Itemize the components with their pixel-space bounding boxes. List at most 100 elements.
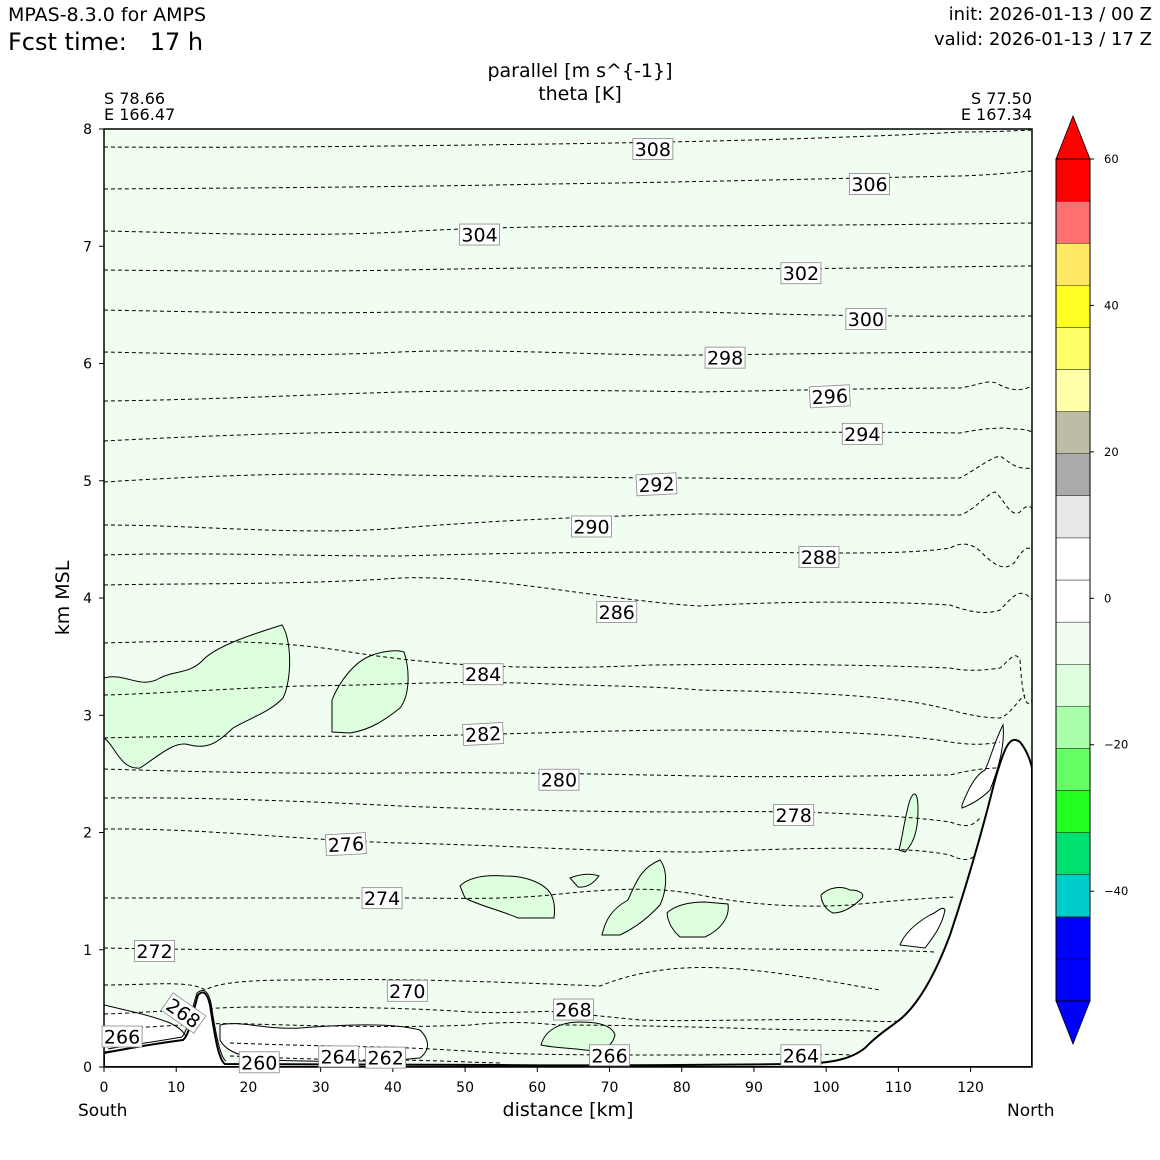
y-tick-label: 6 <box>83 357 92 373</box>
contour-label-290: 290 <box>571 515 612 538</box>
theta-contour-304 <box>104 222 1032 235</box>
contour-label-box <box>361 887 403 910</box>
theta-contour-290 <box>104 491 1032 532</box>
colorbar-segment <box>1055 621 1091 665</box>
shaded-region-g <box>820 887 864 914</box>
plot-background <box>104 129 1032 1067</box>
colorbar-segment <box>1055 706 1091 749</box>
contour-label-box <box>101 1025 143 1048</box>
y-axis-label: km MSL <box>52 560 74 636</box>
contour-label-266: 266 <box>101 1025 143 1049</box>
contour-label-302: 302 <box>780 262 822 285</box>
contour-label-text: 274 <box>364 888 400 910</box>
contour-label-306: 306 <box>849 173 890 196</box>
contour-label-text: 284 <box>465 664 501 686</box>
colorbar-segment <box>1055 200 1091 244</box>
shaded-region-c <box>459 875 555 919</box>
theta-contours <box>104 129 1032 1064</box>
contour-label-text: 294 <box>844 424 880 446</box>
y-tick-label: 3 <box>83 708 92 724</box>
colorbar-segment <box>1055 832 1091 875</box>
contour-label-box <box>160 992 207 1034</box>
shaded-region-e <box>601 859 667 936</box>
theta-contour-292 <box>104 455 1032 483</box>
y-tick-label: 7 <box>83 239 92 255</box>
theta-contour-286 <box>104 577 1032 613</box>
contour-label-260: 260 <box>238 1051 280 1074</box>
contour-label-text: 306 <box>851 174 887 196</box>
contour-label-text: 296 <box>811 385 848 409</box>
y-tick-label: 8 <box>83 122 92 138</box>
colorbar-segment <box>1055 158 1091 202</box>
theta-contour-284 <box>104 640 1032 704</box>
contour-label-box <box>589 1044 630 1067</box>
contour-label-text: 270 <box>389 981 425 1003</box>
x-tick-label: 20 <box>240 1080 258 1096</box>
contour-label-296: 296 <box>808 384 851 409</box>
y-tick-label: 4 <box>83 591 92 607</box>
x-tick-label: 120 <box>957 1080 984 1096</box>
contour-label-box <box>459 223 500 246</box>
contour-label-box <box>845 308 887 330</box>
theta-contour-276 <box>104 797 981 827</box>
contour-label-box <box>324 832 367 857</box>
contour-label-text: 262 <box>368 1048 404 1070</box>
colorbar-tick-label: 0 <box>1104 591 1111 605</box>
colorbar: 60 40 20 0 −20 −40 <box>1055 114 1128 1046</box>
y-tick-label: 0 <box>83 1060 92 1076</box>
colorbar-segment <box>1055 664 1091 707</box>
theta-contour-264 <box>229 1042 851 1056</box>
terrain-outline-inner <box>107 990 227 1062</box>
shaded-region-a <box>104 624 291 769</box>
x-tick-label: 10 <box>167 1080 185 1096</box>
contour-label-266: 266 <box>589 1044 630 1067</box>
right-end-lat: S 77.50 <box>970 89 1032 108</box>
x-tick-label: 40 <box>384 1080 402 1096</box>
right-end-direction: North <box>1007 1101 1055 1121</box>
colorbar-tick-label: 20 <box>1104 445 1119 459</box>
contour-label-box <box>780 1044 822 1067</box>
contour-label-text: 290 <box>573 516 609 538</box>
colorbar-segment <box>1055 327 1091 370</box>
contour-label-272: 272 <box>134 940 175 963</box>
x-tick-label: 100 <box>813 1080 840 1096</box>
y-tick-label: 1 <box>83 943 92 959</box>
theta-contour-280 <box>104 729 1001 745</box>
contour-label-264: 264 <box>318 1045 360 1068</box>
colorbar-segment <box>1055 495 1091 539</box>
colorbar-tick-label: 60 <box>1104 152 1119 166</box>
shaded-region-d <box>569 873 600 888</box>
contour-label-box <box>841 422 883 445</box>
theta-contour-300 <box>104 309 1032 317</box>
contour-label-298: 298 <box>704 346 746 370</box>
contour-label-300: 300 <box>845 308 887 331</box>
contour-label-text: 288 <box>801 547 837 569</box>
contour-label-284: 284 <box>462 663 504 686</box>
contour-label-304: 304 <box>459 223 500 247</box>
contour-label-box <box>798 546 840 568</box>
axis-ticks: 0 10 20 30 40 50 60 70 80 90 100 110 120 0 1 2 3 4 5 6 7 8 <box>83 122 984 1096</box>
contour-label-text: 266 <box>591 1045 627 1067</box>
contour-label-box <box>462 663 504 686</box>
contour-label-text: 304 <box>461 225 497 247</box>
shaded-region-h <box>898 793 919 853</box>
unshaded-region-hill-low <box>899 907 946 949</box>
colorbar-tick-label: −20 <box>1104 738 1128 752</box>
contour-label-text: 272 <box>136 941 172 963</box>
x-tick-label: 50 <box>456 1080 474 1096</box>
contour-label-288: 288 <box>798 546 840 569</box>
chart-title-line-2: theta [K] <box>538 83 622 105</box>
theta-contour-302 <box>104 265 1032 272</box>
contour-label-text: 302 <box>783 263 819 285</box>
x-tick-label: 60 <box>528 1080 546 1096</box>
init-time: init: 2026-01-13 / 00 Z <box>948 4 1152 25</box>
theta-contour-282 <box>104 681 1026 719</box>
left-end-direction: South <box>78 1101 128 1121</box>
colorbar-segment <box>1055 579 1091 623</box>
contour-label-268: 268 <box>160 992 207 1034</box>
contour-label-box <box>808 384 851 409</box>
contour-label-text: 286 <box>599 602 635 624</box>
contour-label-278: 278 <box>773 804 815 827</box>
shaded-region-i <box>540 1021 616 1051</box>
contour-label-box <box>462 722 505 746</box>
